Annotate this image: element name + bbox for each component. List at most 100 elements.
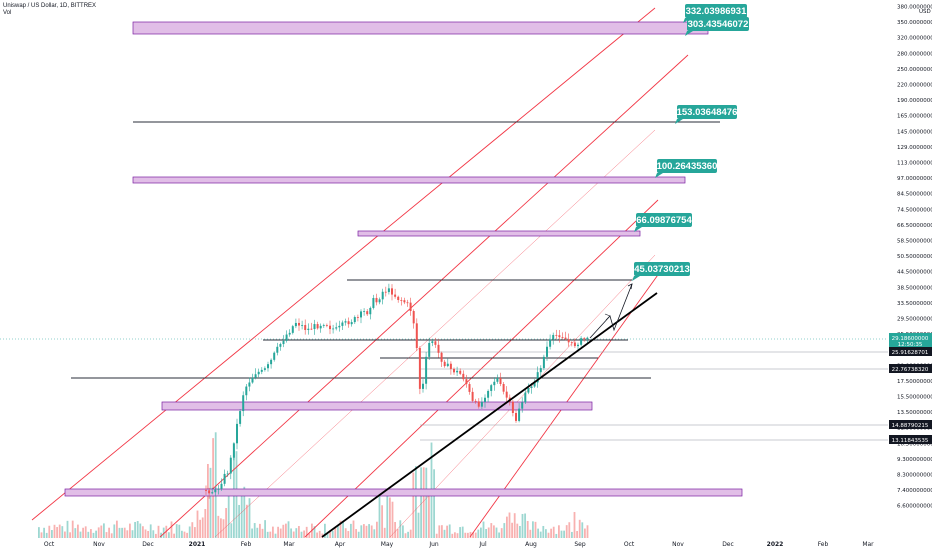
volume-bar (155, 533, 157, 538)
price-axis[interactable]: 380.000000000 350.000000000 320.000000000 2… (888, 0, 932, 550)
volume-bar (526, 520, 529, 538)
volume-bar (500, 528, 503, 538)
volume-bar (519, 525, 521, 538)
candle-body (406, 302, 409, 304)
candle-body (505, 391, 508, 398)
month-label: Sep (574, 541, 586, 548)
volume-bar (282, 524, 285, 538)
volume-bar (373, 529, 376, 538)
volume-bar (381, 505, 383, 538)
month-label: Dec (722, 541, 734, 548)
candle-body (341, 322, 344, 326)
volume-bar (386, 494, 389, 538)
price-tick-label: 15.500000000 (897, 395, 932, 401)
candle-body (307, 328, 310, 331)
candle-body (518, 408, 521, 421)
candle-body (418, 348, 421, 389)
volume-bar (48, 525, 51, 538)
volume-bar (186, 532, 188, 538)
volume-bar (191, 522, 194, 538)
candle-body (440, 352, 443, 362)
target-label: 332.03986931 (686, 6, 747, 17)
candle-body (229, 457, 232, 474)
volume-bar (105, 532, 108, 538)
volume-bar (157, 525, 160, 538)
volume-bar (584, 528, 586, 538)
month-label: Feb (241, 541, 252, 548)
candle-body (257, 371, 260, 375)
volume-bar (300, 531, 303, 538)
volume-bar (344, 528, 347, 538)
volume-bar (134, 521, 136, 538)
price-axis-badge (889, 435, 932, 444)
volume-bar (498, 532, 500, 538)
volume-bar (253, 523, 256, 538)
volume-bar (391, 501, 394, 538)
volume-bar (40, 532, 43, 538)
month-label: Nov (93, 541, 105, 548)
price-tick-label: 165.000000000 (897, 114, 932, 120)
candle-body (251, 377, 254, 383)
target-label: 303.43546072 (688, 19, 749, 30)
candle-body (369, 307, 372, 315)
volume-bar (118, 527, 121, 538)
price-tick-label: 84.500000000 (897, 192, 932, 198)
volume-bar (331, 530, 334, 538)
price-zone (132, 21, 709, 35)
volume-bar (126, 530, 129, 538)
volume-bar (287, 521, 290, 538)
volume-bar (563, 530, 565, 538)
volume-bar (217, 515, 220, 538)
volume-bar (435, 533, 438, 538)
volume-bar (274, 533, 277, 538)
candle-body (577, 344, 579, 347)
candle-body (546, 346, 548, 357)
volume-bar (337, 525, 339, 538)
time-axis-bg (0, 538, 888, 550)
candle-body (487, 390, 490, 398)
volume-bar (144, 529, 147, 538)
price-tick-label: 320.000000000 (897, 36, 932, 42)
volume-bar (173, 533, 175, 538)
candle-body (570, 342, 573, 344)
candle-body (586, 337, 589, 340)
volume-bar (396, 529, 399, 538)
volume-bar (376, 521, 378, 538)
candle-body (267, 364, 269, 369)
volume-bar (272, 526, 274, 538)
volume-bar (292, 531, 295, 538)
price-axis-badge-text: 14.88790215 (892, 423, 929, 429)
price-tick-label: 190.000000000 (897, 98, 932, 104)
volume-bar (290, 528, 292, 538)
target-label: 66.09876754 (636, 215, 692, 226)
candle-body (223, 473, 226, 484)
time-axis[interactable]: Oct Nov Dec 2021 Feb Mar Apr May Jun Jul Aug Sep Oct… (0, 538, 888, 550)
candle-body (372, 297, 375, 308)
volume-bar (506, 516, 508, 538)
candle-body (325, 325, 328, 326)
candle-body (236, 423, 238, 444)
volume-bar (480, 527, 482, 538)
volume-bar (240, 492, 243, 538)
candle-body (549, 339, 552, 347)
volume-bar (71, 520, 74, 538)
volume-bar (454, 532, 456, 538)
candle-body (329, 325, 331, 330)
volume-bar (404, 533, 407, 538)
price-targets: 332.03986931 303.43546072 153.03648476 100.… (632, 4, 749, 281)
volume-bar (196, 510, 199, 538)
volume-bar (402, 525, 404, 538)
candle-body (270, 359, 273, 365)
candle-body (533, 382, 536, 387)
candles (205, 283, 589, 499)
volume-bar (545, 529, 547, 538)
price-axis-badge (889, 364, 932, 373)
candle-body (347, 321, 350, 325)
volume-bar (318, 530, 321, 538)
price-tick-label: 17.500000000 (897, 379, 932, 385)
volume-bar (178, 524, 181, 538)
volume-bar (363, 524, 365, 538)
volume-bar (222, 519, 225, 538)
month-label: Dec (142, 541, 154, 548)
